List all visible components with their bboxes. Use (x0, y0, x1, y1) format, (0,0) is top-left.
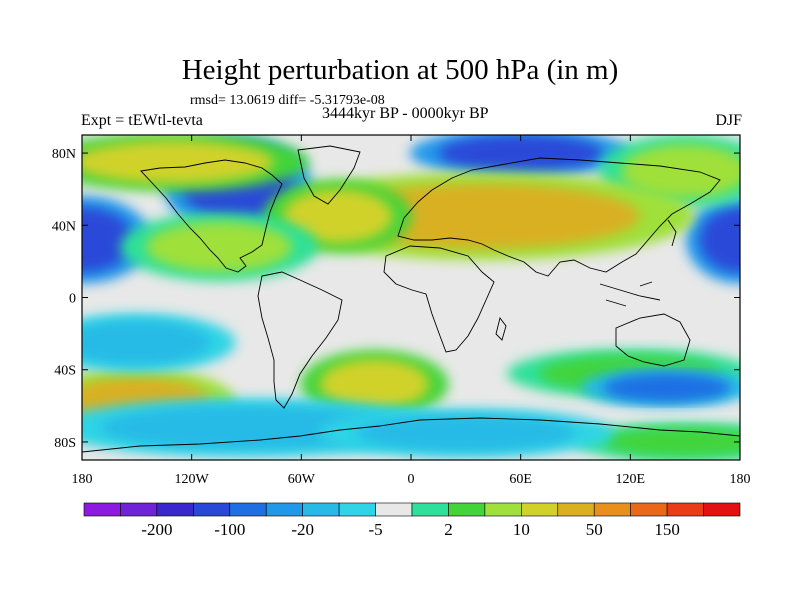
anomaly-core (621, 144, 740, 199)
x-tick-label: 180 (72, 472, 93, 487)
x-tick-label: 120W (175, 472, 210, 487)
colorbar-swatch (375, 502, 413, 517)
anomaly-core (283, 189, 393, 244)
colorbar-label: -5 (368, 520, 382, 539)
colorbar-label: 2 (444, 520, 453, 539)
anomaly-core (100, 405, 393, 450)
colorbar-swatch (193, 502, 231, 517)
anomaly-core (602, 373, 731, 403)
stats-label: rmsd= 13.0619 diff= -5.31793e-08 (190, 93, 385, 108)
colorbar-swatch (302, 502, 340, 517)
colorbar-label: 50 (586, 520, 603, 539)
y-tick-label: 80N (52, 147, 76, 162)
season-label: DJF (715, 112, 742, 129)
anomaly-4 (82, 135, 310, 192)
anomaly-16 (580, 368, 740, 408)
x-tick-label: 180 (730, 472, 751, 487)
colorbar-swatch (630, 502, 668, 517)
colorbar-swatch (338, 502, 376, 517)
anomaly-core (356, 414, 576, 451)
anomaly-core (319, 358, 430, 410)
colorbar-swatch (156, 502, 194, 517)
coast-north-america (140, 159, 283, 273)
y-tick-label: 80S (54, 436, 76, 451)
coast-indonesia (599, 281, 661, 307)
coast-africa (383, 245, 495, 353)
anomaly-10 (300, 350, 449, 419)
colorbar-swatch (229, 502, 267, 517)
y-tick-label: 40S (54, 364, 76, 379)
anomaly-3 (409, 135, 632, 178)
colorbar-swatch (448, 502, 486, 517)
colorbar-label: -200 (141, 520, 172, 539)
y-tick-label: 40N (52, 219, 76, 234)
colorbar-swatch (484, 502, 522, 517)
period-label: 3444kyr BP - 0000kyr BP (322, 105, 489, 122)
anomaly-8 (120, 212, 318, 282)
coast-madagascar (495, 316, 507, 341)
colorbar-swatch (557, 502, 595, 517)
anomaly-15 (82, 313, 236, 372)
coast-greenland (297, 145, 361, 205)
axes: 180 120W 60W 0 60E 120E 180 80N 40N 0 40S 80S (52, 135, 751, 487)
x-tick-label: 0 (408, 472, 415, 487)
x-tick-label: 120E (616, 472, 646, 487)
anomaly-core (82, 320, 210, 365)
colorbar-swatch (593, 502, 631, 517)
coastlines (82, 145, 740, 453)
colorbar-swatch (411, 502, 449, 517)
colorbar-swatch (83, 502, 121, 517)
x-tick-label: 60W (288, 472, 316, 487)
colorbar-swatch (521, 502, 559, 517)
anomaly-core (82, 140, 274, 184)
colorbar-label: -100 (214, 520, 245, 539)
colorbar-label: -20 (291, 520, 314, 539)
coast-australia (615, 313, 691, 367)
anomaly-1 (685, 195, 740, 284)
colorbar-label: 150 (654, 520, 680, 539)
experiment-label: Expt = tEWtl-tevta (81, 112, 203, 129)
coast-eurasia (397, 157, 721, 277)
anomaly-core (328, 183, 640, 249)
colorbar-swatch (666, 502, 704, 517)
anomaly-core (438, 135, 603, 172)
coast-japan (667, 219, 677, 247)
y-tick-label: 0 (69, 292, 76, 307)
colorbar-swatch (265, 502, 303, 517)
coast-south-america (257, 271, 343, 409)
anomaly-field (82, 135, 740, 460)
colorbar: -200 -100 -20 -5 2 10 50 150 (83, 502, 741, 539)
anomaly-core (602, 427, 740, 457)
anomaly-core (82, 207, 134, 273)
chart-title: Height perturbation at 500 hPa (in m) (181, 54, 619, 86)
coast-antarctica (82, 417, 740, 453)
colorbar-label: 10 (513, 520, 530, 539)
anomaly-core (699, 207, 740, 273)
anomaly-core (145, 221, 293, 273)
anomaly-14 (317, 408, 614, 458)
colorbar-swatch (120, 502, 158, 517)
x-tick-label: 60E (509, 472, 532, 487)
colorbar-swatch (703, 502, 741, 517)
